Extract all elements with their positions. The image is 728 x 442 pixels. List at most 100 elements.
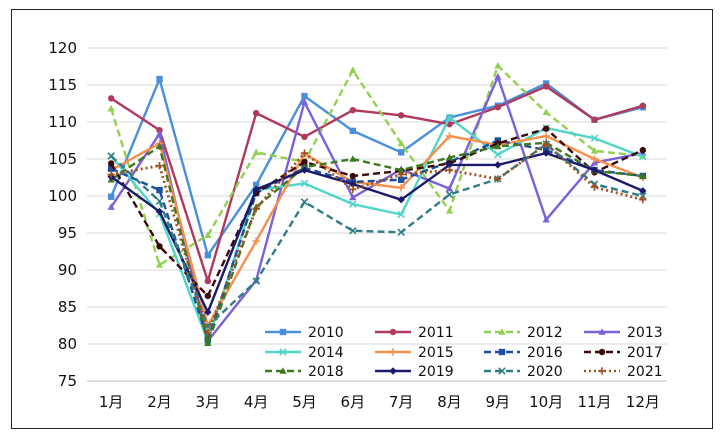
legend-label: 2015: [418, 345, 454, 361]
marker: [349, 66, 357, 73]
marker: [542, 108, 550, 116]
chart-frame: [11, 9, 713, 429]
marker: [300, 179, 309, 188]
marker: [349, 200, 357, 208]
legend-label: 2011: [418, 325, 454, 341]
marker: [107, 95, 115, 102]
marker: [590, 147, 599, 154]
marker: [542, 125, 550, 132]
series-line: [110, 127, 644, 298]
marker: [445, 207, 454, 214]
y-tick-label: 95: [58, 224, 77, 242]
x-tick-label: 9月: [486, 393, 511, 411]
marker: [155, 261, 164, 268]
marker: [300, 166, 309, 174]
marker: [639, 187, 647, 195]
marker: [204, 339, 212, 347]
series-line: [110, 64, 643, 267]
series-line: [110, 139, 643, 341]
marker: [494, 150, 502, 159]
marker: [349, 193, 357, 201]
marker: [204, 277, 212, 285]
y-tick-label: 90: [58, 261, 77, 279]
series-2021: [107, 140, 647, 337]
series-2011: [107, 83, 647, 285]
marker: [639, 172, 647, 179]
marker: [639, 102, 647, 109]
marker: [639, 146, 647, 154]
legend-item: 2020: [484, 364, 563, 380]
series-2012: [107, 61, 647, 268]
series-line: [110, 141, 643, 345]
y-tick-label: 115: [48, 76, 77, 94]
marker: [494, 161, 502, 169]
marker: [445, 161, 454, 169]
legend-item: 2011: [375, 325, 454, 341]
series-group: [107, 61, 647, 347]
marker: [639, 153, 647, 161]
legend-item: 2017: [584, 345, 663, 361]
marker: [498, 328, 506, 335]
x-tick-label: 11月: [577, 393, 611, 411]
marker: [155, 142, 164, 150]
y-tick-label: 80: [58, 335, 77, 353]
marker: [498, 348, 506, 356]
marker: [349, 227, 357, 235]
legend-label: 2017: [627, 345, 663, 361]
marker: [204, 252, 212, 259]
marker: [300, 198, 309, 206]
x-tick-label: 4月: [244, 393, 269, 411]
marker: [349, 155, 357, 162]
legend-item: 2021: [584, 364, 663, 380]
legend-label: 2012: [527, 325, 563, 341]
marker: [397, 228, 405, 237]
marker: [397, 112, 405, 119]
marker: [494, 61, 502, 69]
series-line: [110, 116, 644, 343]
marker: [349, 127, 357, 135]
marker: [445, 184, 454, 192]
marker: [498, 367, 506, 375]
legend-label: 2013: [627, 325, 663, 341]
marker: [590, 166, 599, 174]
marker: [279, 367, 287, 374]
marker: [397, 139, 405, 147]
series-line: [110, 142, 644, 328]
series-2020: [107, 140, 647, 331]
legend-item: 2010: [265, 325, 344, 341]
marker: [494, 142, 502, 150]
legend-item: 2019: [375, 364, 454, 380]
marker: [542, 215, 550, 223]
x-tick-label: 5月: [292, 393, 317, 411]
marker: [107, 193, 115, 200]
x-tick-label: 1月: [99, 393, 124, 411]
series-line: [110, 77, 644, 257]
x-tick-label: 8月: [437, 393, 462, 411]
x-tick-label: 2月: [147, 393, 172, 411]
marker: [204, 322, 212, 331]
y-tick-label: 110: [48, 113, 77, 131]
marker: [156, 186, 163, 194]
legend-item: 2018: [265, 364, 344, 380]
marker: [591, 116, 598, 123]
series-line: [110, 142, 644, 335]
marker: [494, 73, 502, 80]
legend-label: 2021: [627, 364, 663, 380]
marker: [349, 106, 357, 114]
series-2018: [107, 138, 647, 347]
marker: [107, 203, 115, 210]
marker: [598, 348, 606, 356]
marker: [279, 328, 287, 336]
marker: [397, 166, 405, 173]
legend-item: 2014: [265, 345, 344, 361]
marker: [494, 104, 502, 111]
x-tick-label: 10月: [529, 393, 563, 411]
marker: [590, 134, 599, 143]
marker: [300, 98, 309, 105]
marker: [445, 190, 454, 199]
marker: [397, 176, 405, 183]
legend-label: 2016: [527, 345, 563, 361]
marker: [445, 113, 454, 122]
marker: [542, 83, 550, 90]
